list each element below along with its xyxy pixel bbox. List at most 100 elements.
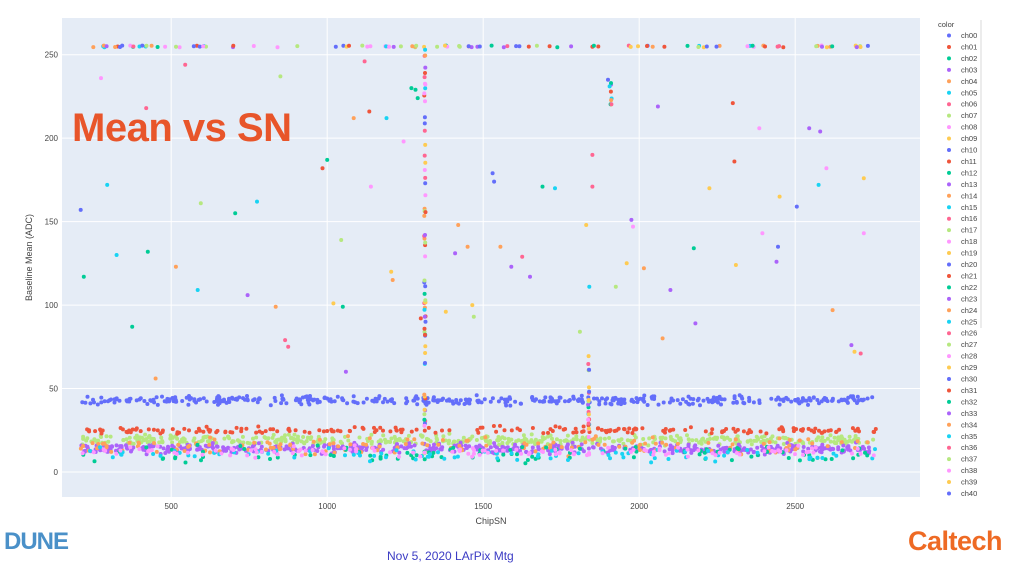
data-point	[840, 448, 845, 453]
data-point	[323, 452, 328, 457]
data-point	[377, 444, 382, 449]
data-point	[423, 351, 428, 355]
data-point	[806, 402, 810, 407]
data-point	[423, 47, 428, 52]
data-point	[347, 428, 352, 433]
data-point	[587, 284, 592, 289]
data-point	[458, 398, 463, 403]
data-point	[707, 186, 712, 191]
data-point	[293, 428, 298, 433]
data-point	[255, 199, 259, 204]
data-point	[304, 394, 309, 399]
data-point	[518, 428, 522, 433]
legend-entry: ch39	[961, 478, 977, 487]
data-point	[598, 439, 602, 443]
data-point	[191, 438, 196, 443]
data-point	[303, 452, 308, 457]
data-point	[423, 53, 428, 58]
data-point	[845, 439, 850, 444]
data-point	[431, 450, 436, 455]
data-point	[131, 441, 136, 446]
data-point	[858, 451, 863, 456]
legend-entry: ch16	[961, 214, 977, 223]
data-point	[348, 442, 353, 447]
data-point	[663, 436, 668, 441]
data-point	[526, 452, 531, 457]
data-point	[466, 451, 471, 456]
data-point	[85, 427, 90, 432]
data-point	[703, 429, 708, 434]
data-point	[758, 429, 763, 434]
data-point	[414, 43, 419, 48]
legend-entry: ch40	[961, 489, 977, 498]
data-point	[423, 332, 427, 337]
data-point	[341, 43, 346, 48]
data-point	[851, 456, 856, 461]
data-point	[640, 426, 645, 431]
legend-entry: ch17	[961, 226, 977, 235]
data-point	[191, 44, 196, 49]
data-point	[557, 425, 562, 430]
data-point	[781, 435, 786, 440]
data-point	[855, 394, 860, 399]
data-point	[542, 399, 547, 404]
data-point	[515, 452, 519, 457]
data-point	[219, 451, 224, 456]
legend-entry: ch00	[961, 31, 977, 40]
data-point	[697, 452, 702, 457]
legend-entry: ch36	[961, 443, 977, 452]
data-point	[488, 445, 493, 450]
data-point	[488, 439, 492, 443]
data-point	[610, 444, 615, 449]
data-point	[151, 452, 156, 456]
data-point	[632, 438, 637, 443]
data-point	[291, 437, 296, 441]
data-point	[813, 445, 818, 450]
data-point	[722, 453, 727, 458]
data-point	[322, 444, 326, 449]
data-point	[426, 425, 431, 430]
data-point	[423, 82, 428, 87]
x-tick-label: 1500	[474, 502, 492, 511]
legend-marker	[947, 422, 951, 427]
data-point	[591, 43, 596, 48]
data-point	[865, 396, 870, 401]
data-point	[272, 395, 277, 400]
data-point	[829, 457, 834, 461]
data-point	[708, 436, 712, 441]
data-point	[339, 238, 344, 242]
data-point	[577, 329, 582, 334]
data-point	[607, 436, 612, 440]
data-point	[600, 396, 604, 401]
data-point	[137, 441, 141, 446]
data-point	[265, 440, 270, 445]
data-point	[288, 442, 293, 447]
data-point	[320, 166, 325, 171]
data-point	[381, 433, 386, 438]
data-point	[210, 441, 215, 445]
data-point	[842, 397, 847, 402]
data-point	[466, 44, 471, 49]
data-point	[317, 437, 322, 442]
data-point	[675, 433, 679, 438]
data-point	[102, 399, 107, 404]
data-point	[662, 449, 667, 454]
data-point	[485, 450, 490, 455]
data-point	[128, 43, 133, 48]
data-point	[435, 44, 440, 49]
data-point	[457, 449, 462, 453]
data-point	[834, 453, 839, 458]
data-point	[608, 428, 613, 433]
data-point	[207, 442, 212, 447]
data-point	[286, 344, 291, 349]
data-point	[819, 450, 824, 455]
data-point	[393, 425, 398, 430]
data-point	[372, 448, 377, 453]
data-point	[717, 43, 722, 48]
data-point	[871, 437, 876, 442]
data-point	[253, 447, 258, 452]
legend-marker	[947, 182, 951, 187]
data-point	[514, 44, 519, 49]
data-point	[498, 423, 502, 428]
data-point	[787, 437, 792, 442]
